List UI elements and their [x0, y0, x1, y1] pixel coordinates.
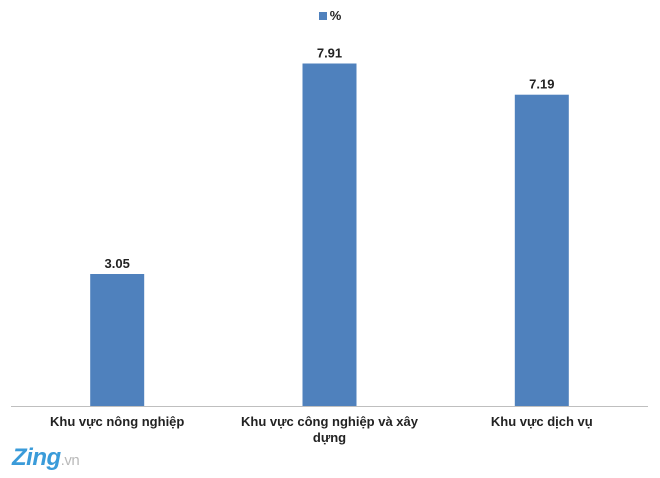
- category-label-1: Khu vực nông nghiệp: [50, 414, 185, 429]
- zing-logo: Zing.vn: [12, 444, 80, 472]
- category-label-2: Khu vực công nghiệp và xây dựng: [240, 414, 418, 445]
- bar-1: [90, 274, 145, 406]
- logo-tld: .vn: [60, 452, 80, 469]
- data-label-1: 3.05: [105, 256, 130, 271]
- bar-2: [302, 63, 357, 406]
- data-label-2: 7.91: [317, 46, 342, 61]
- logo-brand: Zing: [12, 444, 61, 471]
- bar-3: [514, 94, 569, 406]
- chart-legend: %: [0, 8, 660, 23]
- category-label-3: Khu vực dịch vụ: [490, 414, 593, 429]
- legend-swatch: [318, 11, 327, 20]
- data-label-3: 7.19: [529, 77, 554, 92]
- legend-label: %: [329, 8, 342, 23]
